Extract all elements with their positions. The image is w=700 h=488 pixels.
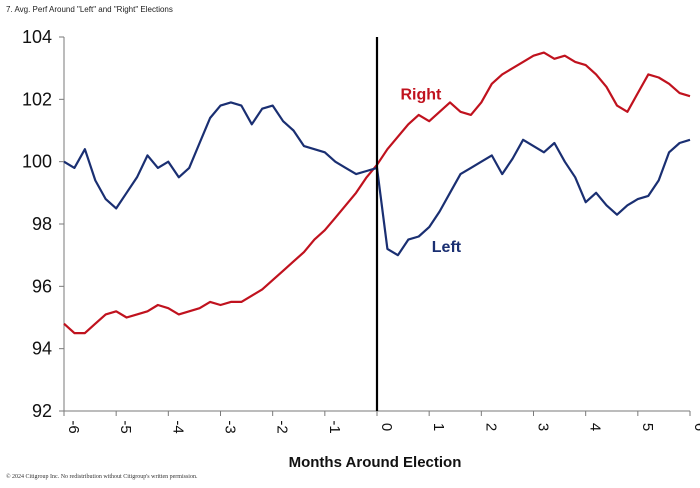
y-tick-label: 104: [22, 27, 52, 47]
x-tick-label: 5: [639, 423, 656, 431]
x-tick-label: 4: [587, 423, 604, 431]
x-axis-label: Months Around Election: [289, 454, 462, 471]
series-label-right: Right: [400, 86, 442, 103]
copyright-footer: © 2024 Citigroup Inc. No redistribution …: [6, 474, 198, 480]
y-tick-labels: 92 94 96 98 100 102 104: [22, 27, 52, 421]
chart-title: 7. Avg. Perf Around "Left" and "Right" E…: [6, 5, 173, 14]
y-tick-label: 100: [22, 152, 52, 172]
y-tick-label: 102: [22, 89, 52, 109]
x-tick-label: -6: [65, 420, 82, 433]
x-tick-label: 3: [535, 423, 552, 431]
x-tick-label: 2: [482, 423, 499, 431]
x-tick-label: -2: [274, 420, 291, 433]
x-tick-labels: -6 -5 -4 -3 -2 -1 0 1 2 3 4 5 6: [65, 420, 700, 433]
y-tick-label: 94: [32, 339, 52, 359]
x-tick-label: 0: [378, 423, 395, 431]
axes: [59, 36, 691, 416]
x-tick-label: -1: [326, 420, 343, 433]
x-tick-label: -4: [169, 420, 186, 433]
x-tick-label: 6: [691, 423, 700, 431]
y-tick-label: 98: [32, 214, 52, 234]
y-tick-label: 96: [32, 276, 52, 296]
y-tick-label: 92: [32, 401, 52, 421]
series-label-left: Left: [432, 239, 462, 256]
x-tick-label: -3: [222, 420, 239, 433]
x-tick-label: -5: [117, 420, 134, 433]
x-tick-label: 1: [430, 423, 447, 431]
